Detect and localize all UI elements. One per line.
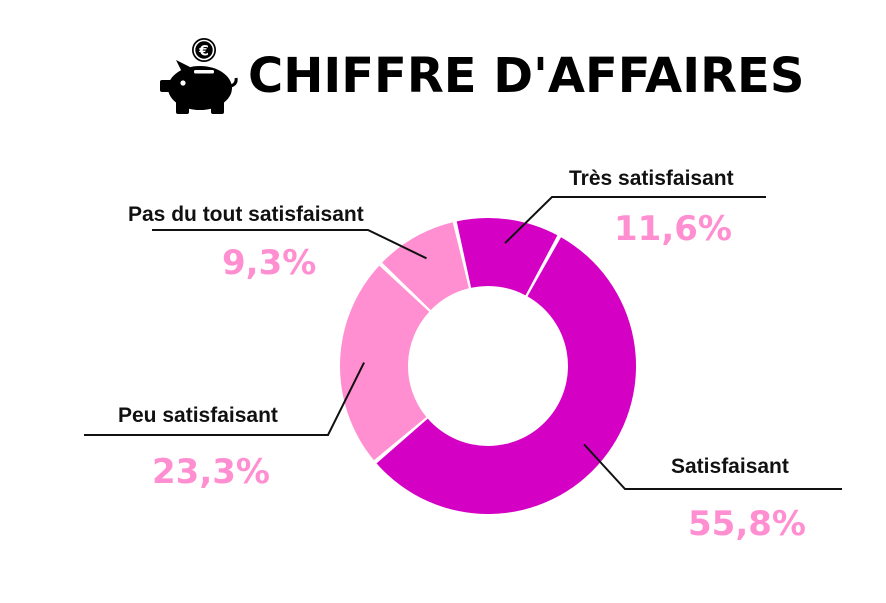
label-satisfaisant: Satisfaisant	[671, 455, 789, 478]
leader-line-tres-satisfaisant	[504, 196, 766, 244]
percent-satisfaisant: 55,8%	[688, 504, 806, 544]
slice-tres-satisfaisant	[456, 218, 558, 296]
percent-tres-satisfaisant: 11,6%	[614, 209, 732, 249]
percent-peu-satisfaisant: 23,3%	[152, 452, 270, 492]
page-title: CHIFFRE D'AFFAIRES	[248, 48, 805, 104]
piggy-bank-euro-icon: €	[160, 38, 238, 114]
slice-peu-satisfaisant	[339, 265, 430, 461]
percent-pas-du-tout-satisfaisant: 9,3%	[222, 243, 317, 283]
leader-line-peu-satisfaisant	[84, 362, 365, 436]
label-pas-du-tout-satisfaisant: Pas du tout satisfaisant	[128, 203, 364, 226]
leader-line-pas-du-tout	[152, 229, 427, 260]
label-tres-satisfaisant: Très satisfaisant	[569, 167, 734, 190]
leader-line-satisfaisant	[583, 443, 842, 490]
slice-pas-du-tout	[382, 222, 469, 311]
slice-satisfaisant	[376, 237, 636, 514]
euro-symbol: €	[198, 44, 209, 60]
label-peu-satisfaisant: Peu satisfaisant	[118, 404, 278, 427]
